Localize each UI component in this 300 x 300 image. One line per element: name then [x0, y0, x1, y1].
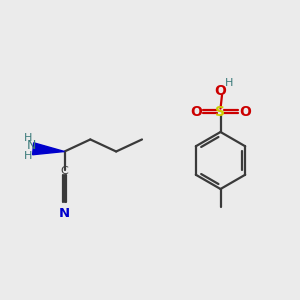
Text: C: C: [61, 166, 68, 176]
Text: H: H: [23, 151, 32, 161]
Text: S: S: [215, 106, 226, 119]
Text: N: N: [59, 207, 70, 220]
Polygon shape: [33, 143, 64, 155]
Text: O: O: [239, 106, 251, 119]
Text: O: O: [214, 84, 226, 98]
Text: H: H: [224, 78, 233, 88]
Text: H: H: [23, 133, 32, 143]
Text: N: N: [27, 139, 36, 152]
Text: O: O: [190, 106, 202, 119]
